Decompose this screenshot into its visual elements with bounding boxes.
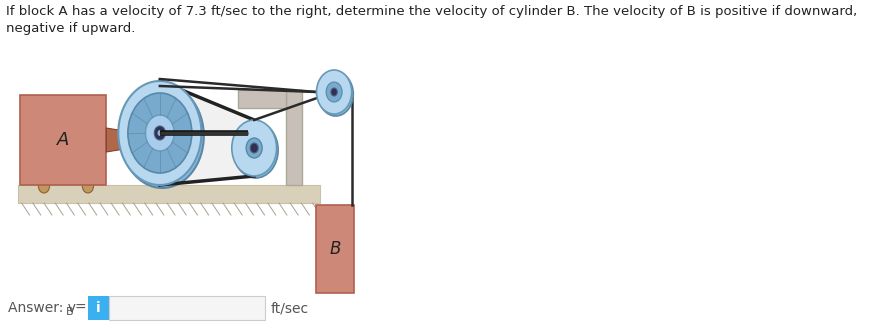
Circle shape <box>246 138 262 158</box>
Circle shape <box>120 84 203 188</box>
Text: A: A <box>57 131 69 149</box>
Circle shape <box>128 93 191 173</box>
Circle shape <box>146 115 174 151</box>
Bar <box>18 185 319 203</box>
Text: ft/sec: ft/sec <box>271 301 309 315</box>
Polygon shape <box>106 128 130 152</box>
Circle shape <box>154 126 165 140</box>
Circle shape <box>250 143 258 153</box>
Circle shape <box>317 72 353 116</box>
Polygon shape <box>160 81 253 185</box>
Text: =: = <box>75 301 86 315</box>
Text: Answer: v: Answer: v <box>8 301 76 315</box>
Circle shape <box>157 130 162 136</box>
Circle shape <box>39 179 49 193</box>
Bar <box>109 296 264 320</box>
Circle shape <box>325 82 342 102</box>
Text: B: B <box>329 240 340 258</box>
Circle shape <box>82 179 94 193</box>
Text: If block A has a velocity of 7.3 ft/sec to the right, determine the velocity of : If block A has a velocity of 7.3 ft/sec … <box>5 5 856 35</box>
Bar <box>238 90 286 108</box>
Circle shape <box>233 122 278 178</box>
Bar <box>286 90 302 185</box>
Circle shape <box>316 70 352 114</box>
Text: B: B <box>67 307 74 317</box>
Bar <box>20 95 106 185</box>
Bar <box>88 296 109 320</box>
Text: i: i <box>96 301 101 315</box>
Circle shape <box>232 120 276 176</box>
Bar <box>316 205 353 293</box>
Circle shape <box>118 81 201 185</box>
Circle shape <box>331 88 337 96</box>
